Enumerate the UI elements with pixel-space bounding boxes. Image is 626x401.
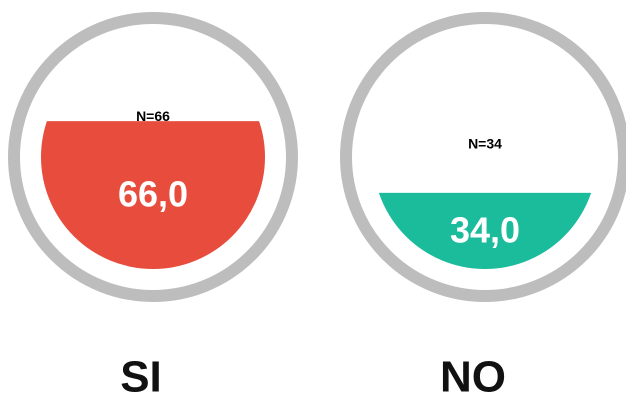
gauge-ring: [8, 12, 298, 302]
category-label: NO: [440, 353, 506, 401]
gauge-ring: [340, 12, 626, 302]
value-label: 34,0: [450, 209, 520, 250]
value-label: 66,0: [118, 174, 188, 215]
category-label: SI: [120, 353, 162, 401]
count-label: N=66: [136, 108, 170, 124]
count-label: N=34: [468, 136, 502, 152]
